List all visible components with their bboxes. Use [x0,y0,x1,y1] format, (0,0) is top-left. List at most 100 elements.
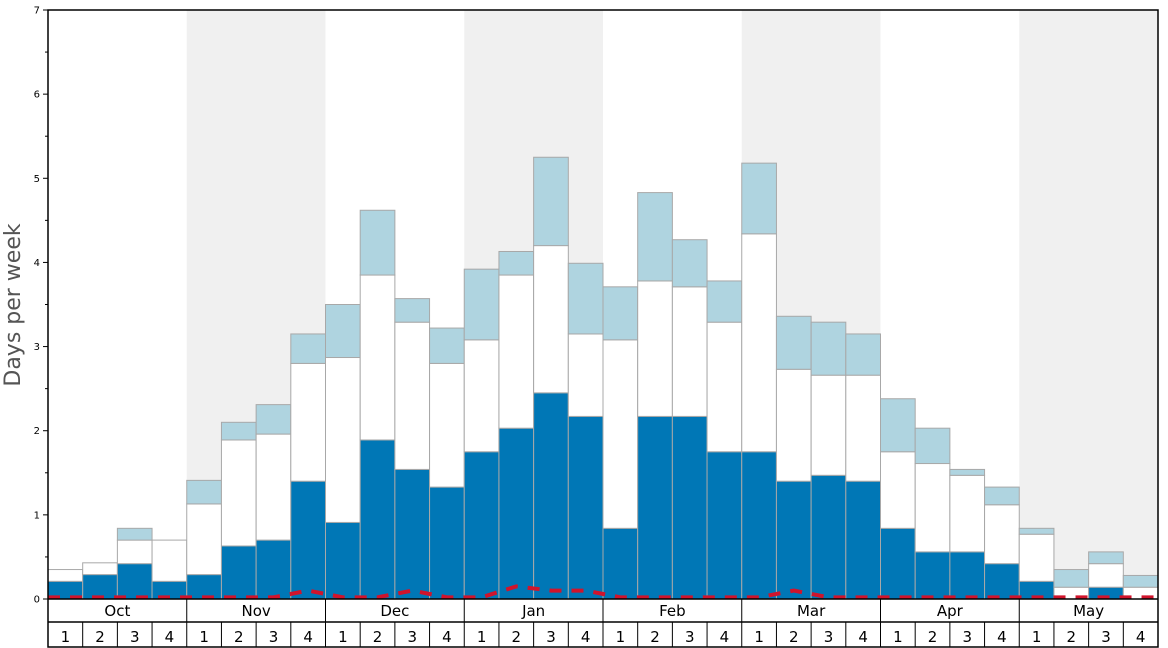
y-tick-label: 3 [34,342,40,353]
week-label: 2 [95,628,105,646]
bar-middle-segment [498,274,535,429]
bar-bottom-segment [810,474,847,600]
x-axis: Oct Nov Dec Jan Feb Mar Apr May 1 2 3 4 1 2 3 4 1 2 3 4 1 2 3 4… [47,598,1159,647]
bar-middle-segment [602,339,639,529]
week-label: 1 [338,628,348,646]
bar-middle-segment [186,503,222,576]
bar-top-segment [602,286,639,341]
month-label: Mar [797,602,826,620]
week-label: 1 [199,628,209,646]
bar-bottom-segment [984,563,1020,600]
week-label: 2 [789,628,799,646]
bar-middle-segment [741,233,777,453]
bar-middle-segment [637,280,673,417]
week-label: 2 [928,628,938,646]
bar-top-segment [394,298,431,323]
week-label: 3 [824,628,834,646]
bar-middle-segment [47,569,84,582]
bar-bottom-segment [914,551,951,600]
bar-bottom-segment [880,527,916,600]
y-tick-label: 0 [34,595,40,606]
bar-bottom-segment [186,574,222,600]
bar-bottom-segment [671,415,708,600]
bar-top-segment [949,468,986,476]
bar-middle-segment [359,274,396,441]
bar-middle-segment [984,504,1020,565]
month-label: Apr [937,602,964,620]
bar-top-segment [671,239,708,288]
bar-bottom-segment [949,551,986,600]
week-label: 1 [616,628,626,646]
y-tick-label: 2 [34,426,40,437]
bar-bottom-segment [602,527,639,600]
trend-line-path [48,584,1158,600]
bar-bottom-segment [255,539,292,600]
bar-middle-segment [82,562,118,576]
week-label: 1 [1032,628,1042,646]
bar-top-segment [116,527,153,541]
bar-top-segment [1122,574,1159,588]
week-label: 2 [234,628,244,646]
week-label: 4 [720,628,730,646]
bar-bottom-segment [359,439,396,600]
bar-bottom-segment [567,415,604,600]
bar-top-segment [1018,527,1055,535]
bars [47,156,1159,600]
month-label: Nov [241,602,270,620]
bar-bottom-segment [637,415,673,600]
bar-bottom-segment [116,563,153,600]
bar-bottom-segment [463,451,500,600]
bar-bottom-segment [429,486,465,600]
bar-middle-segment [671,286,708,417]
week-label: 2 [373,628,383,646]
week-label: 3 [962,628,972,646]
week-label: 2 [650,628,660,646]
y-tick-label: 1 [34,510,40,521]
bar-middle-segment [220,439,257,547]
bar-top-segment [1088,551,1124,565]
bar-bottom-segment [325,521,361,600]
bar-top-segment [429,327,465,364]
bar-bottom-segment [775,480,812,600]
bar-middle-segment [949,474,986,553]
week-label: 4 [165,628,175,646]
bar-bottom-segment [845,480,881,600]
bar-top-segment [325,304,361,359]
week-label: 3 [269,628,279,646]
bar-top-segment [775,315,812,370]
bar-middle-segment [810,374,847,476]
bar-middle-segment [429,362,465,488]
bar-middle-segment [1018,533,1055,582]
bar-bottom-segment [741,451,777,600]
week-label: 3 [546,628,556,646]
bar-top-segment [463,268,500,341]
bar-top-segment [845,333,881,376]
week-label: 3 [685,628,695,646]
week-label: 1 [477,628,487,646]
week-label: 2 [512,628,522,646]
bar-middle-segment [394,321,431,470]
bar-top-segment [810,321,847,376]
week-label: 4 [442,628,452,646]
week-label: 4 [303,628,313,646]
bar-top-segment [880,398,916,453]
bar-top-segment [220,421,257,441]
bar-middle-segment [845,374,881,482]
bar-middle-segment [1088,563,1124,588]
bar-middle-segment [463,339,500,453]
bar-top-segment [1053,569,1090,588]
bar-top-segment [290,333,326,364]
week-label: 4 [858,628,868,646]
week-label: 4 [581,628,591,646]
bar-bottom-segment [220,545,257,600]
bar-middle-segment [567,333,604,417]
bar-middle-segment [706,321,743,453]
week-label: 4 [1136,628,1146,646]
week-label: 3 [407,628,417,646]
bar-top-segment [186,479,222,505]
bar-top-segment [533,156,569,247]
bar-top-segment [567,262,604,335]
bar-middle-segment [151,539,188,582]
bar-top-segment [359,209,396,276]
trend-line [48,584,1158,600]
